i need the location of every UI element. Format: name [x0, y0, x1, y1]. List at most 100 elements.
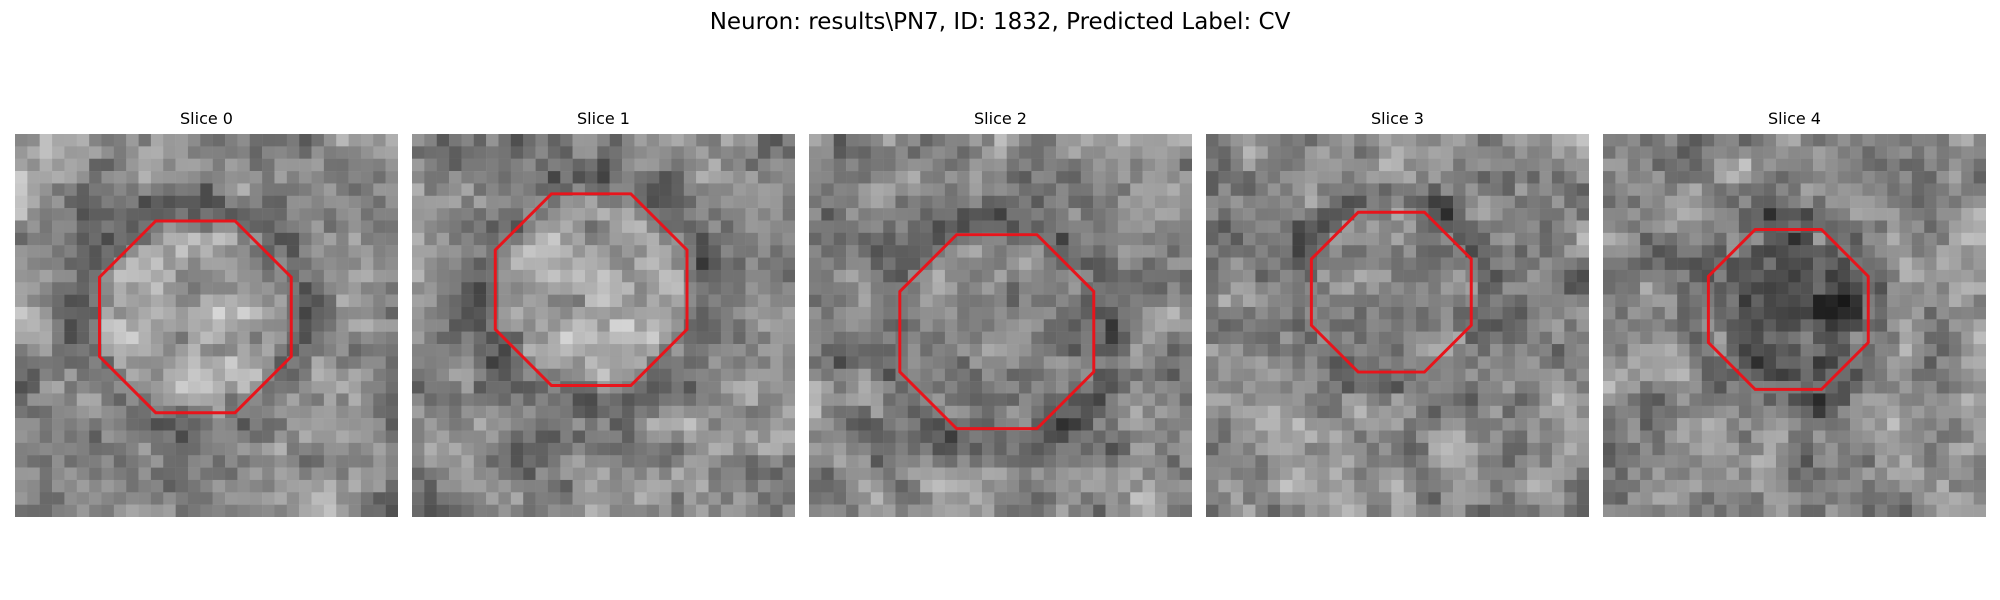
pixel — [1874, 455, 1888, 468]
pixel — [846, 245, 859, 258]
pixel — [39, 134, 53, 147]
pixel — [1068, 418, 1082, 431]
pixel — [436, 319, 450, 332]
pixel — [461, 418, 475, 431]
pixel — [1874, 368, 1888, 382]
pixel — [1243, 381, 1256, 394]
pixel — [249, 418, 263, 431]
pixel — [1564, 134, 1577, 147]
pixel — [1899, 282, 1913, 295]
pixel — [584, 269, 598, 283]
pixel — [646, 368, 660, 382]
pixel — [138, 430, 152, 444]
pixel — [436, 294, 450, 308]
pixel — [360, 418, 374, 431]
pixel — [1043, 356, 1057, 369]
pixel — [671, 442, 685, 456]
pixel — [1911, 467, 1925, 481]
pixel — [1640, 393, 1653, 407]
pixel — [1403, 195, 1417, 209]
pixel — [510, 158, 524, 172]
pixel — [89, 158, 102, 172]
pixel — [1924, 183, 1937, 197]
pixel — [523, 306, 536, 320]
pixel — [1006, 171, 1020, 184]
pixel — [212, 245, 226, 258]
pixel — [64, 331, 78, 345]
pixel — [1031, 294, 1044, 308]
pixel — [1317, 319, 1330, 332]
pixel — [187, 455, 201, 468]
pixel — [113, 171, 127, 184]
pixel — [424, 381, 437, 394]
pixel — [1726, 171, 1740, 184]
pixel — [1031, 356, 1044, 369]
pixel — [15, 183, 28, 197]
pixel — [373, 306, 386, 320]
pixel — [1206, 504, 1219, 517]
pixel — [1936, 306, 1950, 320]
pixel — [237, 479, 250, 493]
pixel — [1154, 171, 1168, 184]
pixel — [1874, 306, 1888, 320]
pixel — [1564, 381, 1577, 394]
pixel — [27, 134, 40, 147]
pixel — [1973, 442, 1986, 456]
pixel — [373, 269, 386, 283]
pixel — [249, 430, 263, 444]
pixel — [1874, 232, 1888, 246]
pixel — [1354, 381, 1367, 394]
pixel — [1329, 306, 1343, 320]
pixel — [1130, 134, 1143, 147]
pixel — [634, 430, 647, 444]
pixel — [89, 171, 102, 184]
pixel — [584, 467, 598, 481]
pixel — [1142, 183, 1156, 197]
pixel — [1440, 208, 1454, 221]
pixel — [274, 492, 288, 505]
pixel — [696, 430, 709, 444]
pixel — [809, 368, 822, 382]
pixel — [150, 504, 164, 517]
pixel — [1378, 418, 1392, 431]
pixel — [175, 208, 189, 221]
pixel — [1763, 146, 1777, 159]
pixel — [1726, 381, 1740, 394]
pixel — [1142, 208, 1156, 221]
pixel — [1887, 171, 1900, 184]
pixel — [1243, 257, 1256, 271]
pixel — [1738, 442, 1752, 456]
pixel — [671, 257, 685, 271]
pixel — [1366, 257, 1380, 271]
pixel — [782, 430, 795, 444]
pixel — [1874, 257, 1888, 271]
pixel — [821, 146, 834, 159]
pixel — [920, 405, 933, 419]
pixel — [1329, 158, 1343, 172]
pixel — [584, 504, 598, 517]
pixel — [858, 356, 872, 369]
pixel — [1738, 257, 1752, 271]
pixel — [64, 134, 78, 147]
pixel — [1416, 319, 1429, 332]
pixel — [1948, 269, 1962, 283]
pixel — [981, 442, 995, 456]
pixel — [1726, 306, 1740, 320]
pixel — [584, 220, 598, 234]
pixel — [461, 171, 475, 184]
pixel — [1403, 405, 1417, 419]
pixel — [597, 171, 610, 184]
pixel — [27, 220, 40, 234]
pixel — [708, 467, 722, 481]
pixel — [745, 319, 759, 332]
pixel — [1477, 492, 1491, 505]
pixel — [101, 368, 115, 382]
pixel — [1887, 504, 1900, 517]
pixel — [286, 467, 300, 481]
pixel — [1788, 368, 1801, 382]
pixel — [1603, 158, 1616, 172]
pixel — [1130, 171, 1143, 184]
pixel — [262, 158, 275, 172]
pixel — [1924, 195, 1937, 209]
pixel — [1354, 195, 1367, 209]
